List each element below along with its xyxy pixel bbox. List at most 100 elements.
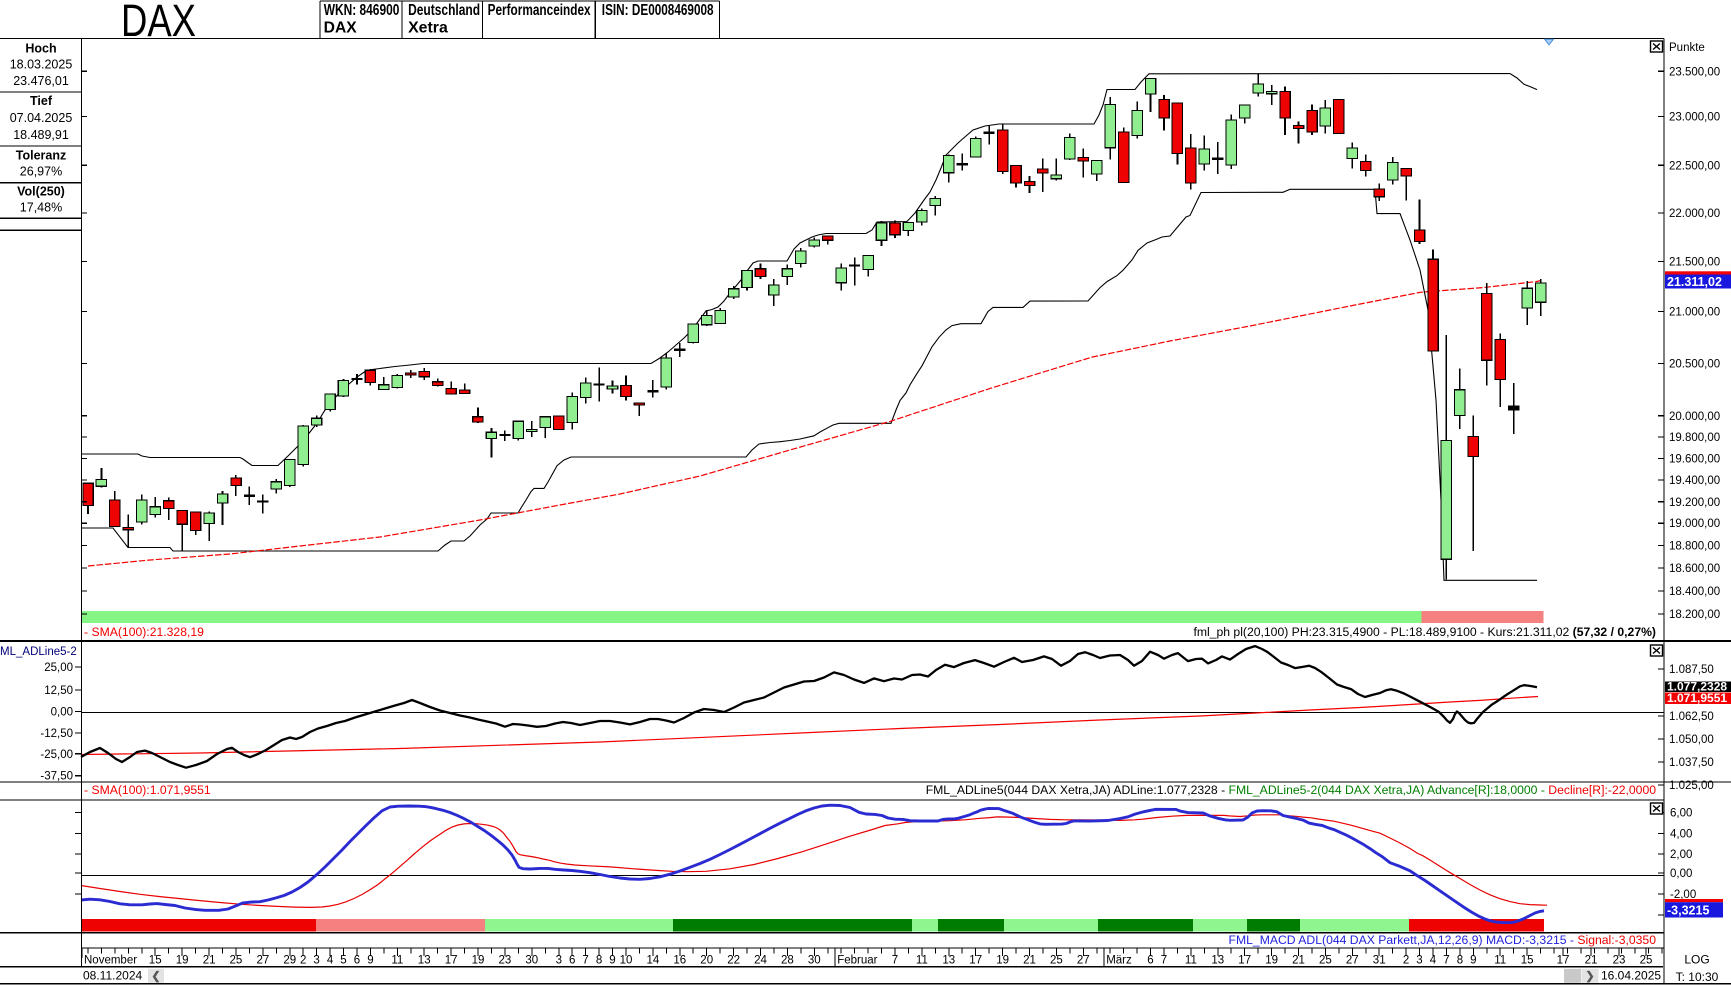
svg-text:22: 22 bbox=[727, 955, 740, 967]
svg-text:1.071,9551: 1.071,9551 bbox=[1667, 691, 1727, 705]
svg-text:Tief: Tief bbox=[30, 94, 53, 108]
svg-text:19.600,00: 19.600,00 bbox=[1669, 453, 1720, 465]
svg-text:31: 31 bbox=[1373, 955, 1386, 967]
svg-text:19.400,00: 19.400,00 bbox=[1669, 475, 1720, 487]
svg-text:9: 9 bbox=[367, 955, 373, 967]
svg-text:4,00: 4,00 bbox=[1670, 829, 1692, 841]
svg-text:19: 19 bbox=[996, 955, 1009, 967]
svg-text:24: 24 bbox=[754, 955, 767, 967]
svg-text:Toleranz: Toleranz bbox=[16, 149, 66, 163]
svg-text:29: 29 bbox=[283, 955, 296, 967]
svg-text:März: März bbox=[1106, 955, 1132, 967]
svg-text:11: 11 bbox=[1494, 955, 1506, 967]
svg-text:2: 2 bbox=[300, 955, 306, 967]
svg-text:19: 19 bbox=[176, 955, 189, 967]
svg-text:21: 21 bbox=[1023, 955, 1036, 967]
svg-text:6: 6 bbox=[354, 955, 360, 967]
svg-text:17,48%: 17,48% bbox=[20, 201, 62, 215]
svg-text:20: 20 bbox=[700, 955, 713, 967]
svg-text:25: 25 bbox=[230, 955, 243, 967]
svg-text:Februar: Februar bbox=[837, 955, 877, 967]
svg-text:18.200,00: 18.200,00 bbox=[1669, 609, 1720, 621]
svg-text:27: 27 bbox=[1077, 955, 1090, 967]
svg-text:1.087,50: 1.087,50 bbox=[1669, 664, 1714, 676]
svg-text:21.000,00: 21.000,00 bbox=[1669, 306, 1720, 318]
svg-text:Deutschland: Deutschland bbox=[408, 2, 480, 19]
svg-text:20.500,00: 20.500,00 bbox=[1669, 358, 1720, 370]
svg-text:26,97%: 26,97% bbox=[20, 165, 62, 179]
svg-text:-37,50: -37,50 bbox=[40, 771, 73, 783]
svg-text:18.03.2025: 18.03.2025 bbox=[10, 58, 73, 72]
svg-text:Punkte: Punkte bbox=[1669, 42, 1705, 54]
svg-text:13: 13 bbox=[942, 955, 955, 967]
svg-text:07.04.2025: 07.04.2025 bbox=[10, 111, 73, 125]
svg-text:-25,00: -25,00 bbox=[40, 749, 73, 761]
svg-text:1.025,00: 1.025,00 bbox=[1669, 780, 1714, 792]
svg-text:23: 23 bbox=[499, 955, 512, 967]
svg-text:30: 30 bbox=[525, 955, 538, 967]
svg-text:❯: ❯ bbox=[1585, 971, 1594, 983]
svg-text:fml_ph pl(20,100) PH:23.315,49: fml_ph pl(20,100) PH:23.315,4900 - PL:18… bbox=[1193, 625, 1656, 639]
svg-text:21: 21 bbox=[1585, 955, 1598, 967]
svg-text:Hoch: Hoch bbox=[25, 42, 56, 56]
svg-text:-2,00: -2,00 bbox=[1670, 889, 1696, 901]
svg-text:8: 8 bbox=[596, 955, 602, 967]
svg-text:10: 10 bbox=[620, 955, 633, 967]
svg-text:17: 17 bbox=[969, 955, 982, 967]
svg-text:DAX: DAX bbox=[121, 0, 196, 46]
svg-text:FML_MACD ADL(044 DAX Parkett,J: FML_MACD ADL(044 DAX Parkett,JA,12,26,9)… bbox=[1229, 933, 1657, 947]
svg-text:6: 6 bbox=[569, 955, 575, 967]
svg-text:27: 27 bbox=[1346, 955, 1359, 967]
svg-text:- SMA(100):21.328,19: - SMA(100):21.328,19 bbox=[84, 625, 204, 639]
svg-text:11: 11 bbox=[916, 955, 928, 967]
svg-text:ISIN: DE0008469008: ISIN: DE0008469008 bbox=[602, 2, 714, 19]
svg-text:13: 13 bbox=[1211, 955, 1224, 967]
svg-text:1.077,2328: 1.077,2328 bbox=[1667, 680, 1727, 694]
svg-text:5: 5 bbox=[340, 955, 346, 967]
svg-text:Performanceindex: Performanceindex bbox=[488, 2, 591, 19]
svg-text:2: 2 bbox=[1403, 955, 1409, 967]
svg-text:19.000,00: 19.000,00 bbox=[1669, 518, 1720, 530]
svg-text:-3,3215: -3,3215 bbox=[1667, 904, 1709, 918]
svg-text:18.800,00: 18.800,00 bbox=[1669, 541, 1720, 553]
svg-text:15: 15 bbox=[149, 955, 162, 967]
svg-text:1.050,00: 1.050,00 bbox=[1669, 734, 1714, 746]
svg-text:22.500,00: 22.500,00 bbox=[1669, 160, 1720, 172]
svg-text:20.000,00: 20.000,00 bbox=[1669, 411, 1720, 423]
svg-text:21: 21 bbox=[203, 955, 216, 967]
svg-text:6: 6 bbox=[1147, 955, 1153, 967]
svg-text:14: 14 bbox=[647, 955, 660, 967]
svg-text:23: 23 bbox=[1613, 955, 1626, 967]
svg-text:19: 19 bbox=[472, 955, 485, 967]
svg-text:FML_ADLine5(044 DAX Xetra,JA): FML_ADLine5(044 DAX Xetra,JA) ADLine:1.0… bbox=[926, 783, 1657, 797]
svg-text:08.11.2024: 08.11.2024 bbox=[83, 969, 142, 983]
svg-text:-12,50: -12,50 bbox=[40, 728, 73, 740]
svg-text:28: 28 bbox=[781, 955, 794, 967]
svg-text:Xetra: Xetra bbox=[408, 20, 448, 37]
svg-text:23.476,01: 23.476,01 bbox=[13, 74, 69, 88]
svg-text:17: 17 bbox=[1557, 955, 1570, 967]
svg-text:15: 15 bbox=[1521, 955, 1534, 967]
svg-text:12,50: 12,50 bbox=[44, 685, 73, 697]
svg-text:1.037,50: 1.037,50 bbox=[1669, 757, 1714, 769]
svg-text:25: 25 bbox=[1640, 955, 1653, 967]
svg-text:19.200,00: 19.200,00 bbox=[1669, 497, 1720, 509]
svg-text:18.400,00: 18.400,00 bbox=[1669, 586, 1720, 598]
svg-text:❮: ❮ bbox=[151, 971, 160, 983]
svg-text:18.489,91: 18.489,91 bbox=[13, 128, 69, 142]
svg-text:18.600,00: 18.600,00 bbox=[1669, 563, 1720, 575]
svg-text:25: 25 bbox=[1050, 955, 1063, 967]
svg-text:7: 7 bbox=[892, 955, 898, 967]
svg-text:7: 7 bbox=[1161, 955, 1167, 967]
svg-text:7: 7 bbox=[582, 955, 588, 967]
svg-text:3: 3 bbox=[313, 955, 319, 967]
svg-text:27: 27 bbox=[257, 955, 270, 967]
svg-text:11: 11 bbox=[1185, 955, 1197, 967]
svg-text:23.000,00: 23.000,00 bbox=[1669, 112, 1720, 124]
svg-text:17: 17 bbox=[1238, 955, 1251, 967]
svg-text:16: 16 bbox=[673, 955, 686, 967]
svg-text:0,00: 0,00 bbox=[51, 707, 73, 719]
svg-text:7: 7 bbox=[1443, 955, 1449, 967]
svg-text:FML_ADLine5-2: FML_ADLine5-2 bbox=[0, 646, 77, 658]
svg-text:13: 13 bbox=[418, 955, 431, 967]
